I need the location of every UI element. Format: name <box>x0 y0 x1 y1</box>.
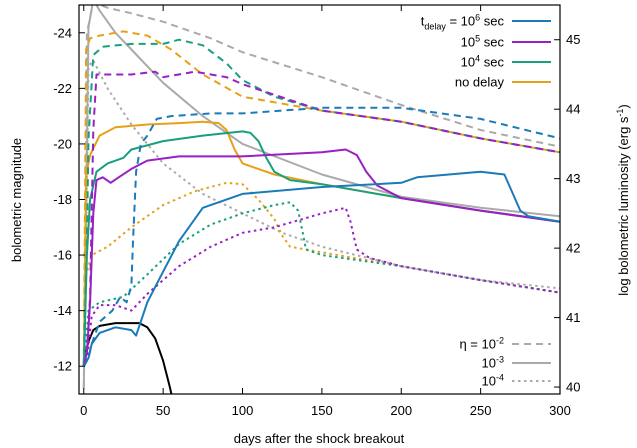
legend-delay-label-1-part: sec <box>480 35 504 50</box>
y-right-tick-label: 45 <box>566 32 580 47</box>
series-line-12 <box>82 206 560 367</box>
series-line-6 <box>82 181 560 367</box>
series-line-2 <box>82 59 560 389</box>
x-tick-label: 250 <box>470 403 492 418</box>
y-left-tick-label: -24 <box>53 25 72 40</box>
y-right-tick-label: 40 <box>566 380 580 395</box>
series-layer <box>82 5 560 394</box>
legend-delay-label-1-part: 10 <box>461 35 475 50</box>
legend-delay-label-2-part: 10 <box>461 55 475 70</box>
legend-delay-label-0-part: 6 <box>475 13 480 23</box>
legend-eta-label-1-part: 10 <box>482 356 496 371</box>
legend-eta-label-0-part: -2 <box>496 336 504 346</box>
x-tick-label: 150 <box>311 403 333 418</box>
legend-delay-label-0: tdelay = 106 sec <box>421 13 505 32</box>
legend-delay-label-2: 104 sec <box>461 54 505 70</box>
series-line-8 <box>82 130 560 367</box>
y-right-tick-label: 42 <box>566 241 580 256</box>
series-line-1 <box>82 5 560 389</box>
series-line-14 <box>82 170 560 367</box>
legend-delay-label-1-part: 5 <box>475 34 480 44</box>
y-left-tick-label: -16 <box>53 248 72 263</box>
x-tick-label: 300 <box>549 403 571 418</box>
legend-delay-label-3-part: no delay <box>455 75 505 90</box>
y-axis-label-right-close: ) <box>616 104 631 108</box>
y-left-tick-label: -12 <box>53 359 72 374</box>
y-right-tick-label: 44 <box>566 102 580 117</box>
y-left-tick-label: -20 <box>53 136 72 151</box>
y-right-tick-label: 43 <box>566 171 580 186</box>
x-tick-label: 100 <box>232 403 254 418</box>
legend-delay-label-0-part: sec <box>480 14 504 29</box>
y-axis-label-right-main: log bolometric luminosity (erg s <box>616 116 631 296</box>
series-line-10 <box>82 70 560 367</box>
legend-delay-label-0-part: delay <box>424 22 446 32</box>
series-line-9 <box>82 201 560 367</box>
legend-eta-label-0-part: η = 10 <box>459 337 496 352</box>
x-axis-label: days after the shock breakout <box>234 431 405 446</box>
legend-delay-label-0-part: = 10 <box>446 14 475 29</box>
y-axis-label-right: log bolometric luminosity (erg s-1) <box>615 104 631 296</box>
legend-eta-label-2: 10-4 <box>482 373 504 389</box>
x-tick-label: 0 <box>80 403 87 418</box>
legend-delay-label-2-part: 4 <box>475 54 480 64</box>
y-axis-label-right-exponent: -1 <box>615 109 625 117</box>
y-left-tick-label: -14 <box>53 303 72 318</box>
legend-delay-label-1: 105 sec <box>461 34 505 50</box>
legend-eta-label-2-part: -4 <box>496 373 504 383</box>
y-left-tick-label: -22 <box>53 81 72 96</box>
legend-eta-label-1: 10-3 <box>482 355 504 371</box>
x-tick-label: 200 <box>390 403 412 418</box>
ticks-layer: 0 50 100 150 200 250 300-12-14-16-18-20-22-244… <box>53 5 580 418</box>
series-line-13 <box>82 106 560 367</box>
legend-delay-label-2-part: sec <box>480 55 504 70</box>
legend-delay-label-3: no delay <box>455 75 505 90</box>
y-right-tick-label: 41 <box>566 310 580 325</box>
series-line-0 <box>82 5 560 389</box>
x-tick-label: 50 <box>156 403 170 418</box>
legend-eta-label-2-part: 10 <box>482 374 496 389</box>
y-left-tick-label: -18 <box>53 192 72 207</box>
legend-eta-label-1-part: -3 <box>496 355 504 365</box>
legend-eta-label-0: η = 10-2 <box>459 336 504 352</box>
legend-delay-label-0-part: t <box>421 14 425 29</box>
y-axis-label-left: bolometric magnitude <box>9 138 24 262</box>
